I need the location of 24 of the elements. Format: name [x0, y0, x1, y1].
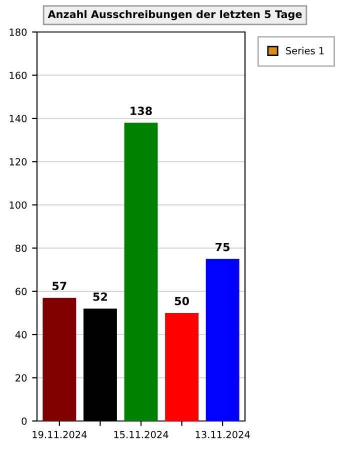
data-label: 50 [174, 296, 189, 306]
y-tick-label: 140 [10, 114, 27, 122]
bar [42, 298, 76, 421]
y-tick-label: 80 [16, 244, 27, 252]
y-tick-label: 180 [10, 28, 27, 36]
chart-title: Anzahl Ausschreibungen der letzten 5 Tage [48, 10, 302, 20]
y-tick-label: 60 [16, 288, 27, 296]
y-tick-label: 120 [10, 158, 27, 166]
data-label: 138 [130, 106, 152, 116]
bar [206, 258, 240, 421]
bar [165, 312, 199, 421]
x-tick-label: 15.11.2024 [114, 430, 168, 438]
y-tick-label: 100 [10, 201, 27, 209]
data-label: 57 [52, 282, 66, 290]
bar [124, 122, 158, 421]
x-tick-label: 19.11.2024 [32, 430, 87, 438]
y-tick-label: 40 [15, 331, 27, 338]
text: Series 1 [286, 46, 324, 54]
y-tick-label: 20 [16, 374, 27, 382]
x-tick-label: 13.11.2024 [196, 430, 250, 438]
y-tick-label: 0 [22, 417, 27, 425]
data-label: 75 [216, 242, 230, 252]
data-label: 52 [93, 292, 107, 301]
y-tick-label: 160 [10, 72, 27, 80]
